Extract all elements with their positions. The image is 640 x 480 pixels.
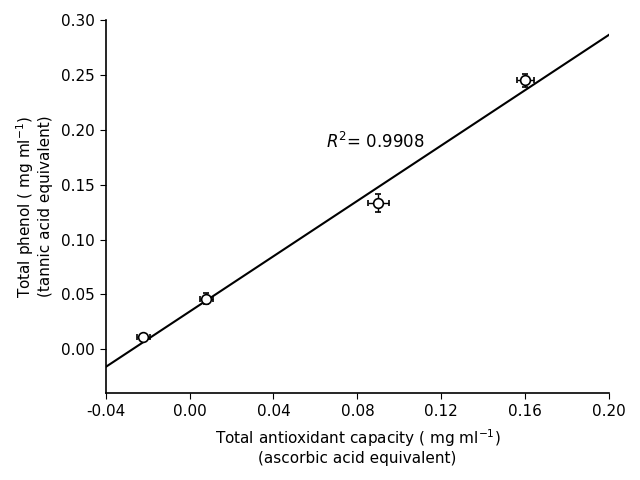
X-axis label: Total antioxidant capacity ( mg ml$^{-1}$)
(ascorbic acid equivalent): Total antioxidant capacity ( mg ml$^{-1}… (214, 427, 500, 466)
Text: $\mathit{R}^2$= 0.9908: $\mathit{R}^2$= 0.9908 (326, 132, 425, 152)
Y-axis label: Total phenol ( mg ml$^{-1}$)
(tannic acid equivalent): Total phenol ( mg ml$^{-1}$) (tannic aci… (14, 116, 53, 298)
